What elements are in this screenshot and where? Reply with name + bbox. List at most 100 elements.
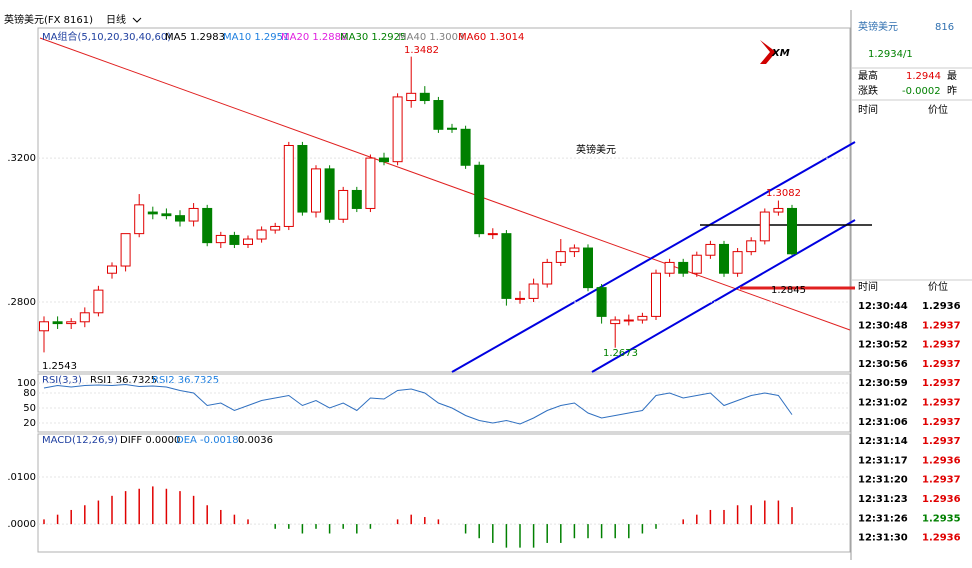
candle-body xyxy=(120,233,131,267)
time-header: 时间 xyxy=(858,280,878,293)
macd-label: 0.0036 xyxy=(238,435,273,446)
ma-label: MA60 1.3014 xyxy=(458,32,524,43)
high-text: 最高 xyxy=(858,69,878,82)
macd-label: DIFF 0.0000 xyxy=(120,435,180,446)
candle-body xyxy=(637,315,648,321)
candle-body xyxy=(134,204,145,235)
candle-body xyxy=(229,234,240,245)
y-tick-label: .0000 xyxy=(7,519,36,530)
candle-body xyxy=(338,189,349,220)
y-tick-label: .2800 xyxy=(7,297,36,308)
candle-body xyxy=(324,168,335,220)
high-value: 1.2944 xyxy=(906,71,941,82)
candle-body xyxy=(474,164,485,235)
y-tick-label: 20 xyxy=(23,418,36,429)
candle-body xyxy=(79,312,90,323)
candle-body xyxy=(583,247,593,289)
tick-price: 1.2937 xyxy=(922,436,961,447)
tick-time: 12:31:17 xyxy=(858,455,908,466)
ma-label: MA5 1.2983 xyxy=(165,32,225,43)
candle-body xyxy=(787,207,797,255)
candle-body xyxy=(542,261,553,285)
prev-text: 昨 xyxy=(947,85,957,97)
candle-body xyxy=(365,157,376,209)
candle-body xyxy=(596,287,607,317)
tick-price: 1.2936 xyxy=(922,533,961,544)
level-label: 1.2845 xyxy=(771,285,806,296)
tick-time: 12:31:26 xyxy=(858,513,908,524)
logo-mark xyxy=(760,40,776,64)
candle-body xyxy=(746,240,757,253)
tick-price: 1.2937 xyxy=(922,398,961,409)
logo-box xyxy=(755,30,847,72)
logo: XM xyxy=(771,48,790,59)
candle-body xyxy=(379,157,389,163)
candle-body xyxy=(719,243,729,274)
channel-line xyxy=(591,219,856,373)
candle-body xyxy=(406,92,417,102)
macd-label: MACD(12,26,9) xyxy=(42,435,118,446)
tick-price: 1.2936 xyxy=(922,455,961,466)
time-header: 时间 xyxy=(858,103,878,116)
tick-time: 12:31:23 xyxy=(858,494,908,505)
candle-body xyxy=(52,321,63,325)
price-header: 价位 xyxy=(928,103,948,116)
corner-label: 1.2543 xyxy=(42,361,77,372)
tick-time: 12:31:20 xyxy=(858,475,908,486)
candle-body xyxy=(528,283,539,299)
change-text: 涨跌 xyxy=(858,84,878,97)
y-tick-label: 100 xyxy=(17,378,36,389)
candle-body xyxy=(419,92,430,102)
y-tick-label: .0100 xyxy=(7,472,36,483)
candle-body xyxy=(161,213,172,217)
candle-body xyxy=(664,261,675,274)
candle-body xyxy=(555,251,566,263)
price-header: 价位 xyxy=(928,280,948,293)
main-panel xyxy=(37,27,851,373)
ma-label: MA30 1.2925 xyxy=(340,32,406,43)
tick-time: 12:30:56 xyxy=(858,359,908,370)
tick-time: 12:31:30 xyxy=(858,533,908,544)
candle-body xyxy=(651,272,661,317)
tick-price: 1.2937 xyxy=(922,320,961,331)
tick-time: 12:30:52 xyxy=(858,340,908,351)
tick-price: 1.2935 xyxy=(922,513,961,524)
rsi-panel xyxy=(37,373,851,433)
candle-body xyxy=(691,254,702,274)
tick-price: 1.2937 xyxy=(922,359,961,370)
candle-body xyxy=(623,319,634,322)
recent-high-label: 1.3082 xyxy=(766,188,801,199)
candle-body xyxy=(283,144,294,227)
candle-body xyxy=(392,96,403,163)
candle-body xyxy=(297,144,308,213)
candle-body xyxy=(515,297,525,300)
tick-time: 12:30:48 xyxy=(858,320,908,331)
dropdown-arrow[interactable] xyxy=(132,17,142,23)
ma-label: MA20 1.2888 xyxy=(281,32,347,43)
y-tick-label: .3200 xyxy=(7,153,36,164)
tick-price: 1.2937 xyxy=(922,475,961,486)
tick-price: 1.2936 xyxy=(922,494,961,505)
candle-body xyxy=(215,234,226,244)
candle-body xyxy=(759,211,770,242)
candle-body xyxy=(610,319,621,325)
name-annotation: 英镑美元 xyxy=(576,143,616,156)
tick-time: 12:30:44 xyxy=(858,301,908,312)
rsi-label: RSI1 36.7325 xyxy=(90,375,157,386)
rsi-label: RSI(3,3) xyxy=(42,375,82,386)
candle-body xyxy=(487,233,498,236)
candle-body xyxy=(93,289,104,314)
change-value: -0.0002 xyxy=(902,86,941,97)
candle-body xyxy=(351,189,362,209)
candle-body xyxy=(188,207,199,222)
symbol: 英镑美元(FX 8161) xyxy=(4,13,93,26)
tick-price: 1.2936 xyxy=(922,301,961,312)
tick-price: 1.2937 xyxy=(922,417,961,428)
candle-body xyxy=(501,233,512,299)
candle-body xyxy=(569,247,580,253)
candle-body xyxy=(202,207,213,244)
macd-label: DEA -0.0018 xyxy=(176,435,239,446)
candle-body xyxy=(705,243,716,256)
tick-price: 1.2937 xyxy=(922,340,961,351)
